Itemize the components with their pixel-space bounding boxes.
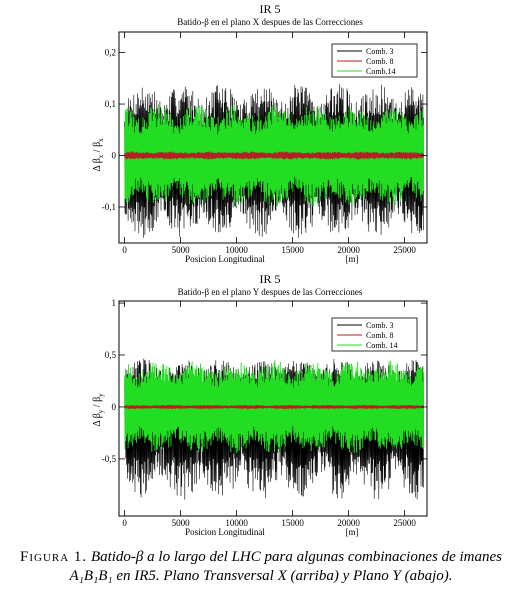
y-tick-label: 0: [112, 402, 117, 412]
figure-caption: Figura 1. Batido-β a lo largo del LHC pa…: [0, 548, 522, 586]
y-axis-label-main: Δ β: [92, 413, 103, 426]
caption-text-2: en IR5. Plano Transversal X (arriba) y P…: [112, 568, 453, 584]
x-tick-label: 0: [122, 518, 127, 528]
x-axis-label: Posicion Longitudinal: [185, 527, 265, 537]
x-tick-label: 5000: [172, 245, 191, 255]
chart-beta-beating-y: IR 5 Batido-β en el plano Y despues de l…: [92, 272, 428, 537]
y-tick-label: 0,5: [105, 350, 117, 360]
y-tick-label: 1: [112, 298, 117, 308]
series-line-2: [124, 404, 424, 410]
legend-label: Comb. 3: [366, 321, 394, 330]
x-tick-label: 10000: [225, 518, 248, 528]
plot-frame: [118, 300, 428, 517]
plot-frame: [118, 31, 428, 244]
y-axis-label-sub1: x: [97, 154, 105, 158]
x-tick-label: 5000: [172, 518, 191, 528]
caption-math: A₁B₁B₁: [69, 568, 113, 584]
y-tick-label: -0,1: [102, 202, 116, 212]
y-axis-label: Δ βy / βy: [92, 393, 105, 427]
x-tick-label: 20000: [337, 518, 360, 528]
x-tick-label: 15000: [281, 245, 304, 255]
chart-beta-beating-x: IR 5 Batido-β en el plano X despues de l…: [92, 2, 428, 264]
y-tick-label: 0,2: [105, 48, 116, 58]
y-axis-label-sub2: x: [97, 138, 105, 142]
y-axis-label-sub2: y: [97, 393, 105, 397]
y-axis-label-sub1: y: [97, 409, 105, 413]
plot-area: 0 5000 10000 15000 20000 25000 -0,5 0 0,5 1 Comb. …: [102, 298, 428, 528]
y-tick-label: 0,1: [105, 99, 116, 109]
x-axis-label: Posicion Longitudinal: [185, 254, 265, 264]
y-tick-label: 0: [112, 151, 117, 161]
plot-area: 0 5000 10000 15000 20000 25000 -0,1 0 0,1 0,2 Comb…: [102, 31, 428, 255]
series-line-3: [124, 104, 425, 207]
y-axis-label-mid: / β: [92, 397, 103, 410]
legend-label: Comb. 14: [366, 341, 398, 350]
series-line-2: [124, 151, 424, 160]
y-axis-label-main: Δ β: [92, 158, 103, 171]
y-axis-label-mid: / β: [92, 142, 103, 155]
legend-label: Comb. 8: [366, 57, 394, 66]
y-tick-label: -0,5: [102, 454, 117, 464]
x-tick-label: 10000: [225, 245, 248, 255]
caption-text-1: Batido-β a lo largo del LHC para algunas…: [87, 549, 502, 565]
legend-label: Comb. 8: [366, 331, 394, 340]
series-line-3: [124, 360, 425, 454]
chart-title: IR 5: [260, 2, 281, 16]
x-axis-unit: [m]: [346, 254, 359, 264]
caption-label: Figura 1.: [20, 549, 88, 565]
x-axis-unit: [m]: [346, 527, 359, 537]
x-tick-label: 0: [122, 245, 127, 255]
legend-label: Comb. 3: [366, 47, 394, 56]
chart-subtitle: Batido-β en el plano X despues de las Co…: [177, 17, 363, 27]
chart-title: IR 5: [260, 272, 281, 286]
y-axis-label: Δ βx / βx: [92, 138, 105, 172]
legend-label: Comb.14: [366, 67, 396, 76]
chart-subtitle: Batido-β en el plano Y despues de las Co…: [178, 287, 363, 297]
x-tick-label: 25000: [393, 245, 416, 255]
x-tick-label: 25000: [393, 518, 416, 528]
x-tick-label: 15000: [281, 518, 304, 528]
x-tick-label: 20000: [337, 245, 360, 255]
